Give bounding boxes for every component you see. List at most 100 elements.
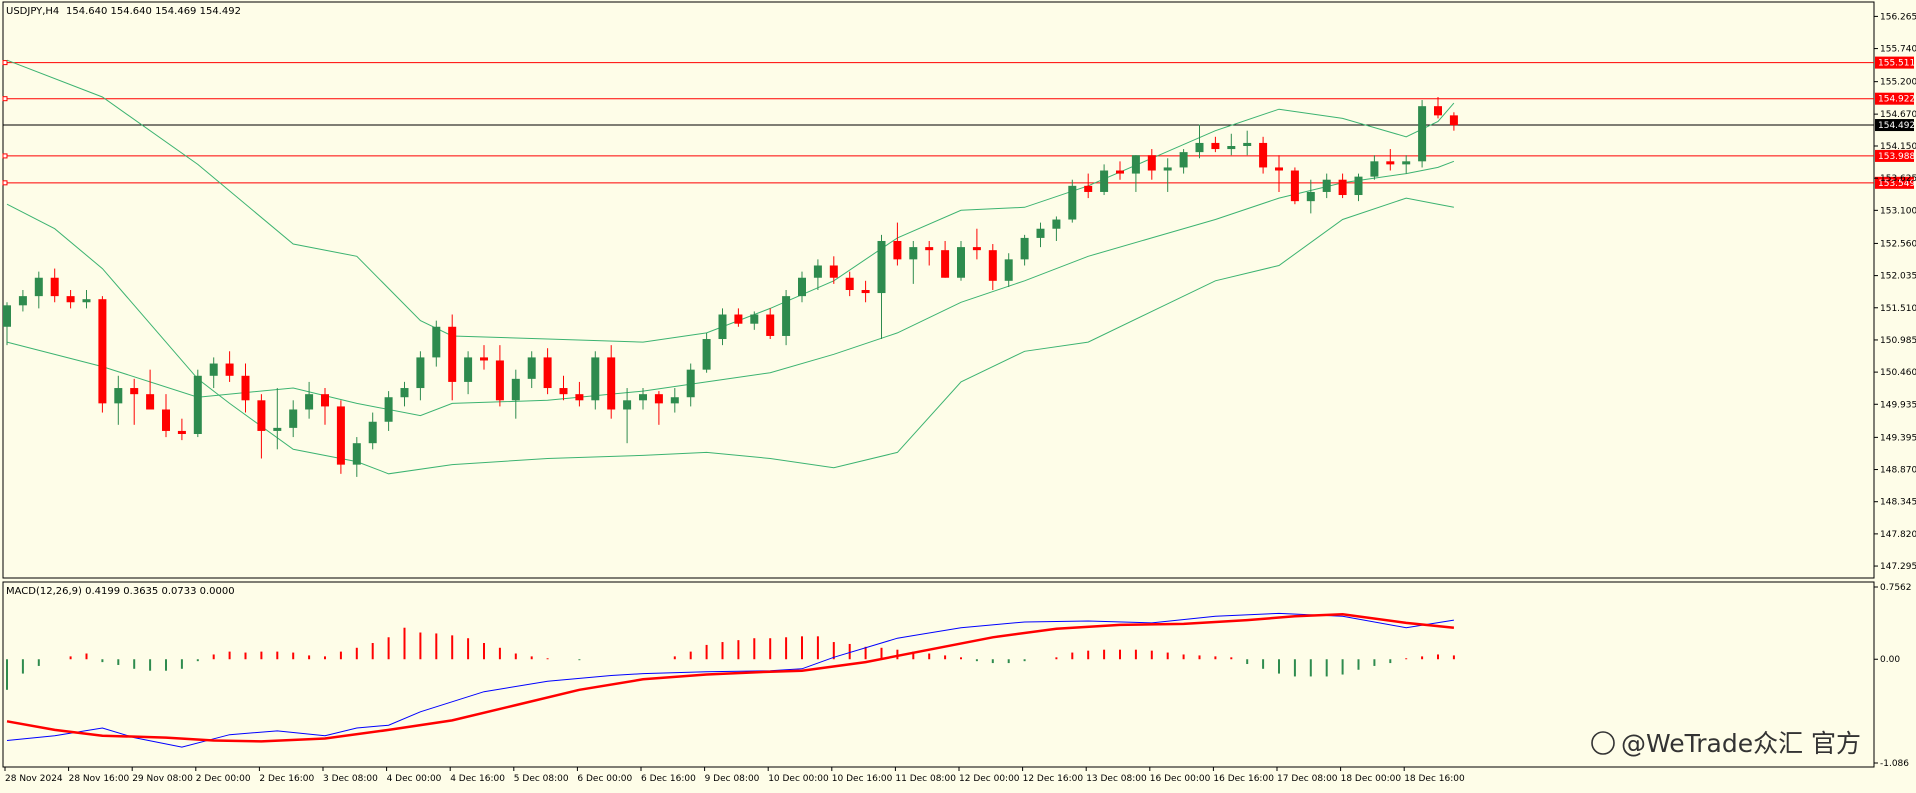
price-tick-label: 147.820 [1880, 530, 1916, 540]
bollinger-upper-line [6, 59, 1455, 343]
time-tick-label: 16 Dec 00:00 [1150, 774, 1211, 784]
macd-tick-label: -1.086 [1880, 759, 1909, 769]
time-tick-label: 28 Nov 2024 [5, 774, 63, 784]
price-tick-label: 153.100 [1880, 206, 1916, 216]
bear-candle-body [766, 314, 775, 336]
level-price-tag [1875, 92, 1914, 105]
bear-candle-body [321, 394, 329, 407]
bear-candle-body [559, 388, 568, 395]
macd-lines [6, 612, 1455, 748]
macd-tick-label: 0.00 [1880, 655, 1900, 665]
bull-candle-body [750, 314, 759, 324]
bull-candle-body [1243, 142, 1252, 146]
bull-candle-body [464, 357, 473, 382]
bull-candle-body [909, 247, 918, 260]
time-tick-label: 11 Dec 08:00 [895, 774, 956, 784]
bull-candle-body [193, 375, 202, 434]
level-price-label: 155.511 [1878, 59, 1915, 69]
bear-candle-body [66, 296, 75, 303]
bull-candle-body [1163, 167, 1172, 171]
bear-candle-body [1211, 142, 1220, 150]
bear-candle-body [1116, 170, 1124, 174]
bear-candle-body [50, 277, 59, 297]
bull-candle-body [591, 357, 600, 401]
bollinger-bands [6, 59, 1455, 475]
price-tick-label: 155.200 [1880, 78, 1916, 88]
bear-candle-body [98, 299, 107, 404]
bear-candle-body [1259, 142, 1268, 168]
candles [3, 96, 1458, 477]
price-levels: 155.511 154.922 153.988 153.549 154.492 [2, 56, 1915, 189]
price-tick-label: 147.295 [1880, 562, 1916, 572]
bull-candle-body [1068, 185, 1077, 220]
bear-candle-body [336, 406, 345, 465]
bull-candle-body [1354, 176, 1363, 196]
bear-candle-body [734, 314, 743, 324]
current-price-tag [1875, 119, 1914, 132]
bull-candle-body [639, 394, 647, 401]
bull-candle-body [352, 443, 361, 465]
bear-candle-body [575, 394, 584, 401]
level-price-tag [1875, 176, 1914, 189]
bull-candle-body [686, 369, 695, 398]
level-price-label: 154.922 [1878, 95, 1915, 105]
macd-main-line [6, 612, 1454, 748]
bear-candle-body [1084, 185, 1093, 192]
bull-candle-body [368, 421, 377, 444]
price-axis: 156.265 155.740 155.200 154.670 154.150 153.6… [1874, 12, 1916, 572]
bull-candle-body [18, 296, 27, 306]
bear-candle-body [829, 265, 838, 278]
bear-candle-body [1290, 170, 1299, 202]
bull-candle-body [3, 305, 11, 327]
bear-candle-body [893, 240, 902, 260]
bull-candle-body [400, 388, 409, 398]
bull-candle-body [1195, 142, 1204, 153]
symbol-label: USDJPY,H4 [6, 6, 59, 17]
price-tick-label: 148.870 [1880, 466, 1916, 476]
bull-candle-body [511, 378, 520, 401]
time-tick-label: 12 Dec 16:00 [1023, 774, 1084, 784]
bear-candle-body [654, 394, 663, 404]
macd-pane-frame [2, 581, 1875, 768]
bull-candle-body [289, 409, 298, 428]
bull-candle-body [114, 388, 123, 404]
price-tick-label: 149.935 [1880, 400, 1916, 410]
time-tick-label: 18 Dec 16:00 [1404, 774, 1465, 784]
time-tick-label: 12 Dec 00:00 [959, 774, 1020, 784]
bull-candle-body [273, 427, 282, 431]
time-tick-label: 18 Dec 00:00 [1341, 774, 1402, 784]
time-tick-label: 4 Dec 00:00 [387, 774, 442, 784]
bull-candle-body [1020, 237, 1029, 260]
bull-candle-body [1100, 170, 1109, 192]
bear-candle-body [543, 357, 552, 389]
bull-candle-body [305, 394, 314, 410]
price-tick-label: 150.985 [1880, 336, 1916, 346]
ohlc-values: 154.640 154.640 154.469 154.492 [66, 6, 241, 17]
level-anchor-marker [2, 153, 8, 159]
bull-candle-body [1402, 161, 1411, 165]
time-tick-label: 28 Nov 16:00 [69, 774, 130, 784]
macd-tick-label: 0.7562 [1880, 583, 1912, 593]
level-price-tag [1875, 149, 1914, 162]
bear-candle-body [225, 363, 234, 376]
bull-candle-body [1227, 146, 1236, 150]
bull-candle-body [1179, 152, 1188, 168]
bull-candle-body [416, 357, 425, 389]
price-tick-label: 156.265 [1880, 12, 1916, 22]
time-tick-label: 5 Dec 08:00 [514, 774, 569, 784]
price-tick-label: 148.345 [1880, 498, 1916, 508]
bull-candle-body [432, 326, 441, 358]
bear-candle-body [480, 357, 488, 361]
level-anchor-marker [2, 96, 8, 102]
price-pane-frame [2, 1, 1875, 579]
price-tick-label: 151.510 [1880, 304, 1916, 314]
bull-candle-body [1004, 259, 1013, 281]
bull-candle-body [1418, 106, 1427, 162]
bull-candle-body [527, 357, 536, 379]
time-tick-label: 3 Dec 08:00 [323, 774, 378, 784]
watermark-logo-icon [1591, 731, 1615, 755]
time-tick-label: 10 Dec 16:00 [832, 774, 893, 784]
time-tick-label: 17 Dec 08:00 [1277, 774, 1338, 784]
